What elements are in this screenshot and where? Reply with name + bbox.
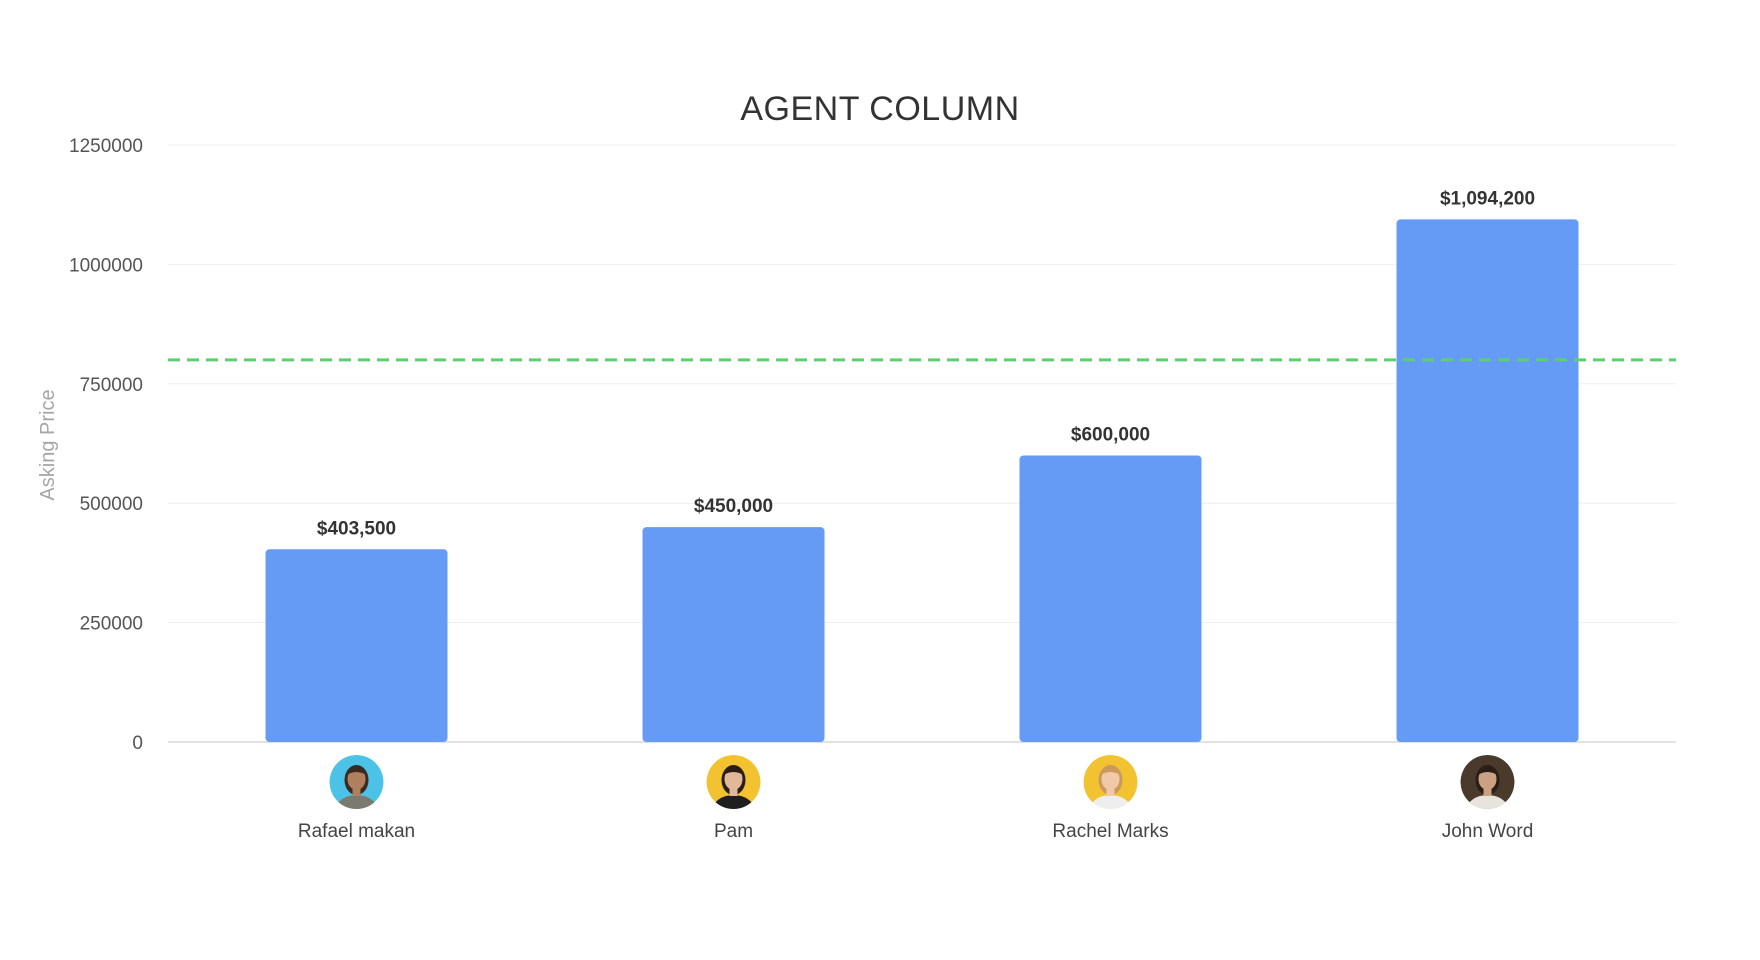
y-tick-label: 250000 [80,614,143,635]
avatar-woman-dark-hair-icon [706,755,761,809]
avatar-man-beard-icon [329,755,384,809]
category-label: Rafael makan [298,821,415,842]
category-label: Rachel Marks [1052,821,1168,842]
avatar-man-sunglasses-icon [1460,755,1515,809]
y-axis-ticks: 0 250000 500000 750000 1000000 1250000 [69,136,143,754]
y-tick-label: 0 [132,733,143,754]
y-tick-label: 750000 [80,375,143,396]
x-axis-categories: Rafael makan Pam Rachel Marks John Word [298,755,1533,842]
category-label: Pam [714,821,753,842]
y-axis-label: Asking Price [37,389,59,500]
bar [1396,219,1579,742]
data-label: $450,000 [694,496,773,517]
category-label: John Word [1442,821,1534,842]
bar [1019,455,1202,742]
y-tick-label: 1000000 [69,255,143,276]
y-tick-label: 1250000 [69,136,143,157]
bar [642,527,825,742]
bar [265,549,448,742]
avatar-woman-blonde-icon [1083,755,1138,809]
data-labels: $403,500 $450,000 $600,000 $1,094,200 [317,188,1535,539]
chart-title: AGENT COLUMN [740,90,1019,128]
data-label: $403,500 [317,518,396,539]
y-tick-label: 500000 [80,494,143,515]
data-label: $600,000 [1071,424,1150,445]
bars [265,219,1579,742]
data-label: $1,094,200 [1440,188,1535,209]
